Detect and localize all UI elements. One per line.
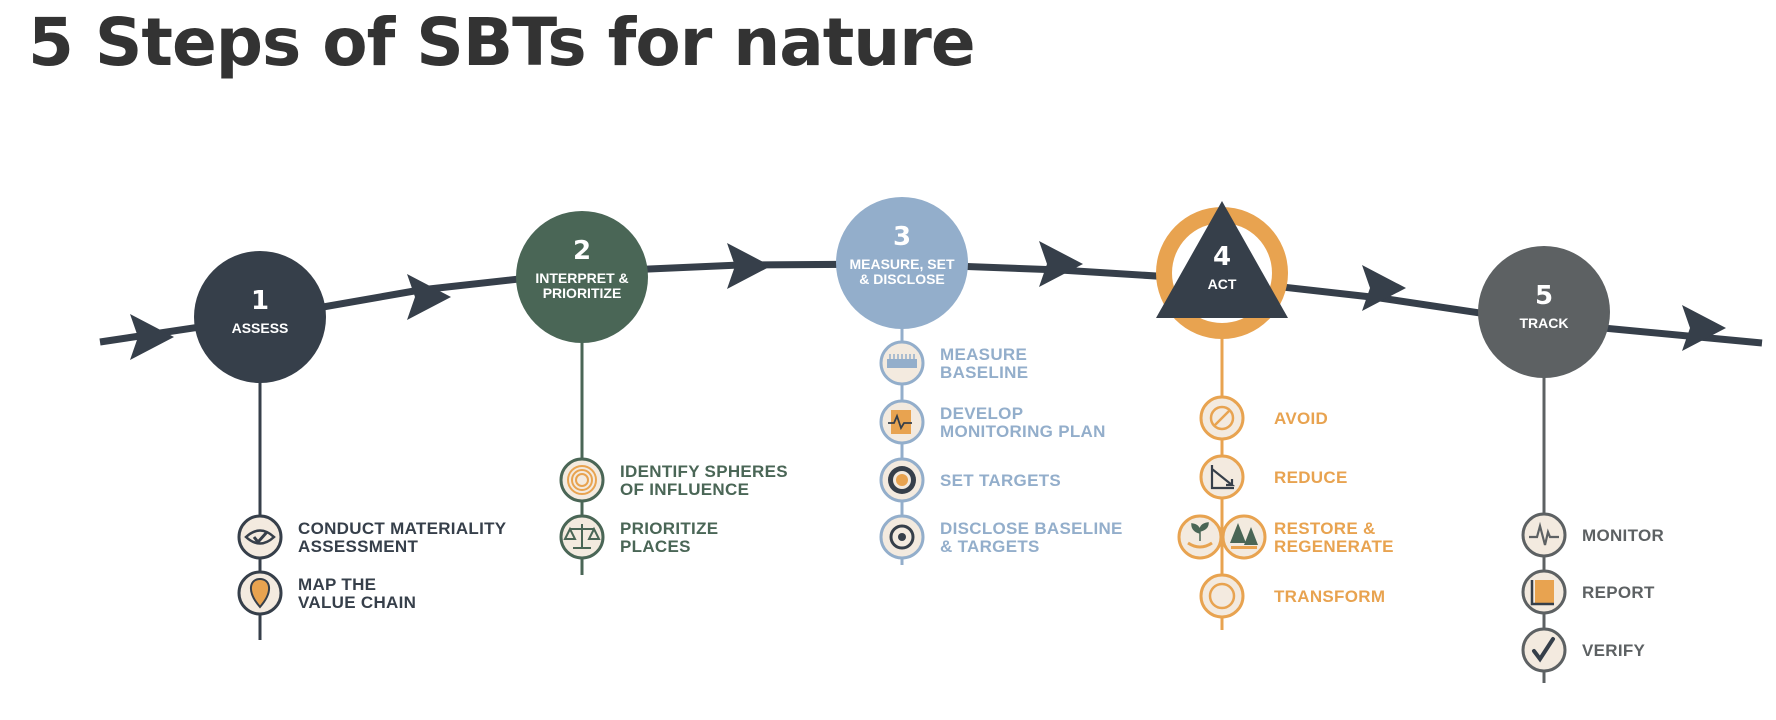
step-measure: 3 MEASURE, SET& DISCLOSE (836, 197, 968, 329)
tree-icon (1230, 523, 1258, 549)
step-number: 3 (893, 222, 911, 252)
step-circles: 1 ASSESS 2 INTERPRET &PRIORITIZE 3 MEASURE, S… (194, 197, 1610, 383)
sub-step-label: MEASURE (940, 345, 1027, 364)
sub-step-track-1: MONITOR (1521, 512, 1664, 558)
step-track: 5 TRACK (1478, 246, 1610, 378)
step-name: ASSESS (232, 320, 289, 336)
target-icon (888, 466, 916, 494)
checkmark-icon (1532, 637, 1555, 663)
avoid-icon (1209, 405, 1235, 431)
curve-arrow-1 (130, 314, 174, 360)
step-number: 5 (1535, 281, 1553, 311)
sub-step-act-3: RESTORE &REGENERATE (1177, 514, 1394, 560)
step-name: ACT (1208, 276, 1237, 292)
curve-arrow-5 (1362, 265, 1406, 311)
sub-step-label: AVOID (1274, 409, 1328, 428)
disclose-target-icon (889, 524, 915, 550)
step-circle-measure (836, 197, 968, 329)
sub-step-label: TRANSFORM (1274, 587, 1385, 606)
sub-step-label: IDENTIFY SPHERES (620, 462, 788, 481)
step-circle-assess (194, 251, 326, 383)
concentric-circles-icon (567, 465, 597, 495)
sub-step-label: CONDUCT MATERIALITY (298, 519, 507, 538)
sub-step-label: REDUCE (1274, 468, 1348, 487)
monitoring-chart-icon (888, 410, 912, 434)
step-name: & DISCLOSE (859, 271, 945, 287)
sub-step-label: BASELINE (940, 363, 1028, 382)
sub-step-label: SET TARGETS (940, 471, 1061, 490)
step-name: TRACK (1520, 315, 1569, 331)
sub-step-label: RESTORE & (1274, 519, 1376, 538)
step-circle-track (1478, 246, 1610, 378)
step-circle-interpret (516, 211, 648, 343)
step-interpret: 2 INTERPRET &PRIORITIZE (516, 211, 648, 343)
sub-step-label: MONITORING PLAN (940, 422, 1106, 441)
sub-step-track-3: VERIFY (1521, 627, 1646, 673)
restore-icon (1187, 522, 1213, 549)
step-name: PRIORITIZE (543, 285, 622, 301)
balance-scale-icon (563, 524, 601, 549)
sub-step-act-1: AVOID (1199, 395, 1328, 441)
regenerate-icon-bg (1221, 514, 1267, 560)
sub-step-measure-3: SET TARGETS (879, 457, 1061, 503)
sub-step-label: VERIFY (1582, 641, 1646, 660)
sub-step-label: DISCLOSE BASELINE (940, 519, 1123, 538)
curve-arrow-4 (1039, 241, 1083, 287)
curve-arrow-6 (1682, 305, 1726, 351)
step-act: 4 ACT (1156, 201, 1288, 339)
sub-step-label: OF INFLUENCE (620, 480, 749, 499)
step-assess: 1 ASSESS (194, 251, 326, 383)
step-number: 2 (573, 236, 591, 266)
sub-step-act-4: TRANSFORM (1199, 573, 1385, 619)
page-title: 5 Steps of SBTs for nature (28, 4, 976, 81)
transform-icon-bg (1199, 573, 1245, 619)
ruler-icon (887, 354, 917, 368)
sub-step-label: PLACES (620, 537, 691, 556)
pulse-icon-bg (1521, 512, 1567, 558)
sub-step-label: VALUE CHAIN (298, 593, 416, 612)
sub-step-label: MAP THE (298, 575, 376, 594)
sub-step-label: PRIORITIZE (620, 519, 718, 538)
sub-step-label: & TARGETS (940, 537, 1040, 556)
eye-check-icon (244, 529, 276, 545)
sub-step-label: DEVELOP (940, 404, 1023, 423)
sub-step-measure-4: DISCLOSE BASELINE& TARGETS (879, 514, 1123, 560)
sub-step-act-2: REDUCE (1199, 454, 1348, 500)
sub-step-track-2: REPORT (1521, 569, 1655, 615)
curve-arrow-2 (407, 274, 451, 320)
sub-step-label: ASSESSMENT (298, 537, 418, 556)
step-name: INTERPRET & (535, 270, 628, 286)
eye-check-icon-bg (237, 514, 283, 560)
sub-step-label: MONITOR (1582, 526, 1664, 545)
step-number: 1 (251, 286, 269, 316)
curve-arrow-3 (727, 243, 771, 289)
reduce-icon (1210, 465, 1236, 490)
step-number: 4 (1213, 242, 1231, 272)
report-icon (1530, 580, 1554, 606)
sub-step-label: REGENERATE (1274, 537, 1394, 556)
step-name: MEASURE, SET (849, 256, 954, 272)
transform-icon (1208, 582, 1236, 610)
pulse-icon (1529, 521, 1559, 546)
map-pin-icon (250, 577, 270, 609)
mountain-triangle-icon (1156, 201, 1288, 318)
sub-step-label: REPORT (1582, 583, 1655, 602)
